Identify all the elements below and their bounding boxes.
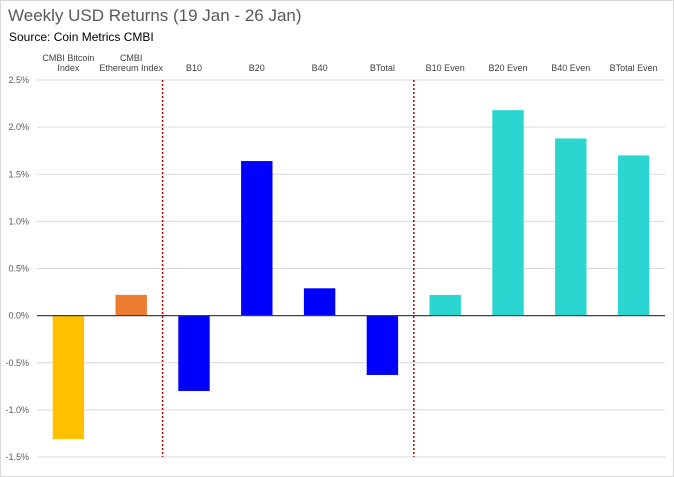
- bar: [429, 294, 461, 316]
- y-tick-label: 0.0%: [8, 311, 29, 321]
- category-label: B40 Even: [551, 63, 590, 73]
- bar: [178, 315, 210, 392]
- y-tick-label: 1.5%: [8, 169, 29, 179]
- category-label: B40: [312, 63, 328, 73]
- bar: [241, 161, 273, 316]
- category-label: Ethereum Index: [99, 63, 163, 73]
- category-label: B20: [249, 63, 265, 73]
- bar: [115, 294, 147, 316]
- chart-title: Weekly USD Returns (19 Jan - 26 Jan): [8, 6, 302, 25]
- bar: [52, 315, 85, 440]
- bar: [617, 155, 650, 316]
- category-label: BTotal: [370, 63, 395, 73]
- bar: [555, 138, 587, 316]
- category-label: B20 Even: [488, 63, 527, 73]
- y-tick-label: -1.5%: [5, 452, 29, 462]
- bar: [366, 315, 399, 376]
- category-label: Index: [57, 63, 80, 73]
- y-tick-label: 2.0%: [8, 122, 29, 132]
- y-tick-label: 1.0%: [8, 216, 29, 226]
- chart-subtitle: Source: Coin Metrics CMBI: [9, 30, 154, 44]
- category-label: CMBI: [120, 53, 143, 63]
- category-label: B10 Even: [426, 63, 465, 73]
- category-label: CMBI Bitcoin: [42, 53, 94, 63]
- y-tick-label: -1.0%: [5, 405, 29, 415]
- bar: [492, 110, 524, 316]
- y-tick-label: 2.5%: [8, 75, 29, 85]
- category-label: BTotal Even: [610, 63, 658, 73]
- y-tick-label: 0.5%: [8, 264, 29, 274]
- y-tick-label: -0.5%: [5, 358, 29, 368]
- bar: [303, 288, 336, 316]
- category-label: B10: [186, 63, 202, 73]
